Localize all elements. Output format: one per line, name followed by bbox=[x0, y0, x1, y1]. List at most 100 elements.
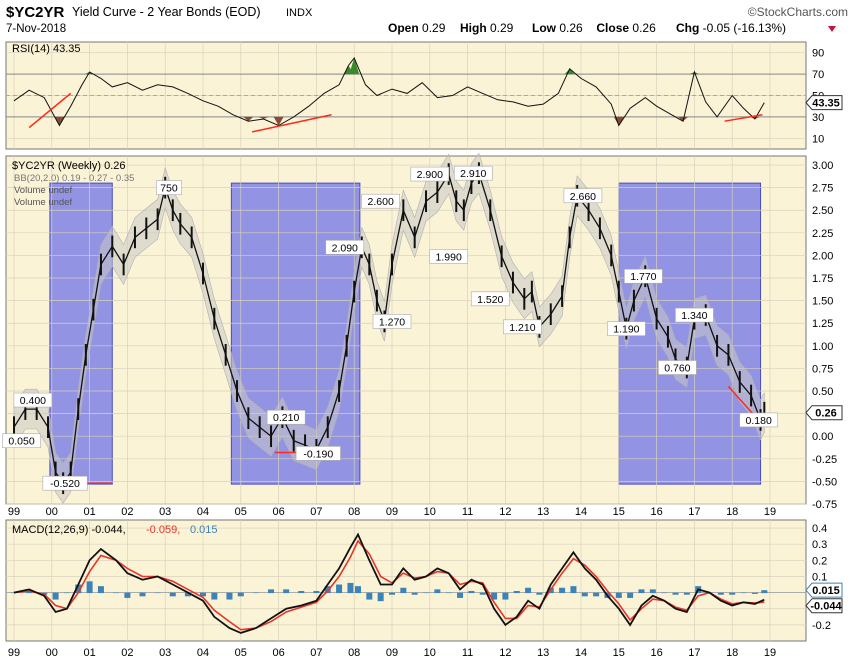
macd-histogram-bar bbox=[283, 589, 290, 594]
value-tag-text: 43.35 bbox=[812, 98, 840, 110]
annotation-box bbox=[295, 446, 341, 461]
x-tick-label: 06 bbox=[272, 647, 284, 659]
x-tick-label: 19 bbox=[764, 506, 776, 518]
x-tick-label: 00 bbox=[46, 647, 58, 659]
macd-histogram-bar bbox=[627, 592, 634, 598]
annotation-box bbox=[675, 307, 714, 323]
x-tick-label: 03 bbox=[159, 506, 171, 518]
price-annotation: 1.770 bbox=[624, 268, 663, 284]
ohlc-item-chg: Chg -0.05 (-16.13%) bbox=[676, 21, 786, 35]
y-tick-label: 0.4 bbox=[812, 523, 827, 535]
macd-histogram-bar bbox=[113, 592, 120, 594]
brand-label: ©StockCharts.com bbox=[748, 5, 848, 19]
x-tick-label: 10 bbox=[424, 647, 436, 659]
y-tick-label: 0.1 bbox=[812, 571, 827, 583]
y-tick-label: 0.3 bbox=[812, 539, 827, 551]
x-tick-label: 12 bbox=[499, 506, 511, 518]
macd-histogram-bar bbox=[423, 592, 430, 594]
annotation-box bbox=[2, 433, 41, 449]
price-legend: $YC2YR (Weekly) 0.26 bbox=[12, 160, 126, 172]
y-tick-label: 1.75 bbox=[812, 273, 833, 285]
price-annotation: 2.660 bbox=[563, 188, 603, 204]
macd-histogram-bar bbox=[536, 592, 543, 595]
x-tick-label: 00 bbox=[46, 506, 58, 518]
ohlc-item-open: Open 0.29 bbox=[388, 21, 446, 35]
macd-current-tag: -0.044 bbox=[805, 598, 843, 614]
macd-histogram-bar bbox=[479, 592, 486, 595]
price-annotation: 2.910 bbox=[453, 165, 493, 181]
x-tick-label: 06 bbox=[272, 506, 284, 518]
annotation-text: 0.210 bbox=[273, 412, 299, 424]
macd-histogram-bar bbox=[411, 592, 418, 595]
y-tick-label: 30 bbox=[812, 112, 824, 124]
macd-histogram-bar bbox=[457, 592, 464, 598]
x-tick-label: 02 bbox=[121, 506, 133, 518]
macd-histogram-bar bbox=[525, 587, 532, 594]
macd-histogram-bar bbox=[97, 586, 104, 594]
annotation-box bbox=[503, 319, 542, 335]
down-arrow-icon bbox=[828, 26, 836, 32]
annotation-box bbox=[563, 188, 603, 204]
ohlc-summary: Open 0.29 High 0.29 Low 0.26 Close 0.26 Chg … bbox=[388, 21, 836, 35]
macd-histogram-bar bbox=[366, 592, 373, 600]
ohlc-item-low: Low 0.26 bbox=[532, 21, 583, 35]
annotation-text: 1.340 bbox=[681, 310, 707, 322]
annotation-text: 2.910 bbox=[460, 168, 486, 180]
macd-histogram-bar bbox=[75, 584, 82, 594]
macd-histogram-bar bbox=[11, 592, 17, 594]
macd-histogram-bar bbox=[559, 587, 566, 594]
rsi-oversold-fill bbox=[273, 116, 284, 126]
macd-histogram-bar bbox=[200, 592, 206, 597]
x-tick-label: 01 bbox=[83, 647, 95, 659]
y-tick-label: 0.75 bbox=[812, 363, 833, 375]
bb-legend: BB(20,2.0) 0.19 - 0.27 - 0.35 bbox=[14, 173, 134, 184]
x-tick-label: 10 bbox=[424, 506, 436, 518]
price-annotation: 1.340 bbox=[675, 307, 714, 323]
macd-histogram-bar bbox=[169, 592, 176, 597]
ohlc-item-high: High 0.29 bbox=[460, 21, 514, 35]
chart-title: Yield Curve - 2 Year Bonds (EOD) bbox=[72, 5, 261, 19]
annotation-text: 1.770 bbox=[630, 271, 656, 283]
x-tick-label: 01 bbox=[83, 506, 95, 518]
annotation-text: 1.270 bbox=[379, 316, 405, 328]
macd-histogram-bar bbox=[661, 592, 668, 594]
value-tag-box bbox=[805, 582, 843, 598]
annotation-text: 1.520 bbox=[477, 294, 503, 306]
x-tick-label: 18 bbox=[726, 506, 738, 518]
x-tick-label: 16 bbox=[650, 506, 662, 518]
x-tick-label: 08 bbox=[348, 647, 360, 659]
signal-line bbox=[13, 539, 765, 631]
rsi-oversold-fill bbox=[54, 116, 65, 126]
value-tag-text: -0.044 bbox=[810, 601, 842, 613]
annotation-box bbox=[429, 249, 469, 264]
annotation-box bbox=[372, 314, 412, 329]
value-tag-text: 0.015 bbox=[812, 585, 840, 597]
rsi-trend-line bbox=[251, 114, 332, 133]
macd-histogram-bar bbox=[226, 592, 233, 600]
annotation-box bbox=[156, 180, 182, 195]
macd-histogram-bar bbox=[324, 586, 331, 594]
x-tick-label: 04 bbox=[197, 647, 209, 659]
y-tick-label: -0.75 bbox=[812, 499, 837, 511]
symbol-label: $YC2YR bbox=[6, 4, 65, 21]
annotation-text: 2.090 bbox=[332, 242, 358, 254]
y-tick-label: -0.2 bbox=[812, 620, 831, 632]
annotation-box bbox=[325, 239, 365, 255]
macd-histogram-bar bbox=[751, 592, 758, 594]
price-annotation: 0.180 bbox=[739, 412, 778, 428]
macd-histogram-bar bbox=[581, 592, 588, 597]
macd-histogram-bar bbox=[593, 592, 600, 597]
price-annotation: 1.190 bbox=[607, 321, 646, 336]
macd-histogram-bar bbox=[211, 592, 218, 600]
macd-panel bbox=[5, 519, 807, 642]
annotation-text: -0.520 bbox=[50, 478, 80, 490]
macd-histogram-bar bbox=[336, 584, 343, 594]
macd-histogram-bar bbox=[377, 592, 384, 602]
y-tick-label: 70 bbox=[812, 69, 824, 81]
x-tick-label: 12 bbox=[499, 647, 511, 659]
annotation-text: 1.990 bbox=[436, 251, 462, 263]
price-annotation: 1.990 bbox=[429, 249, 469, 264]
x-tick-label: 05 bbox=[235, 647, 247, 659]
price-annotation: -0.520 bbox=[42, 475, 88, 491]
rsi-oversold-fill bbox=[678, 116, 689, 122]
